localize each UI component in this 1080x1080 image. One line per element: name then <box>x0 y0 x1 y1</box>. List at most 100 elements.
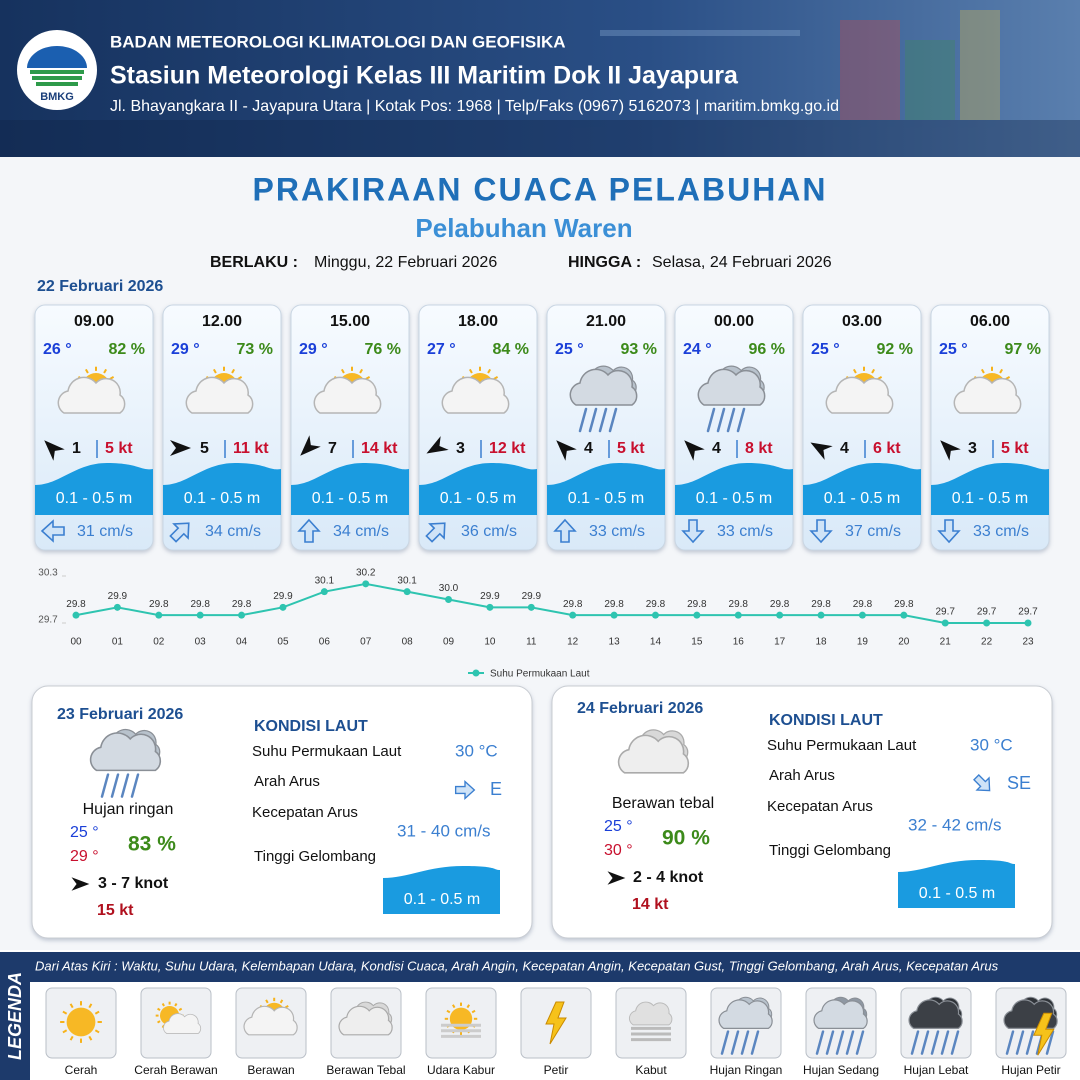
temp-max: 30 ° <box>604 842 633 859</box>
rain <box>1025 1030 1035 1055</box>
wind-arrow <box>426 436 449 454</box>
cloud <box>569 368 638 406</box>
sst-point <box>72 611 80 619</box>
cloud-body <box>338 1005 393 1036</box>
wave-height: 0.1 - 0.5 m <box>824 490 900 507</box>
legend-marker <box>472 669 480 677</box>
current-speed: 34 cm/s <box>205 523 261 540</box>
sst-value: 30 °C <box>455 741 498 760</box>
wind-speed: 3 <box>968 440 977 457</box>
wind-arrow <box>810 442 833 460</box>
rain <box>920 1030 930 1055</box>
x-tick-label: 10 <box>484 637 496 648</box>
sst-point <box>445 596 453 603</box>
sst-point <box>569 611 577 619</box>
rain <box>110 773 120 798</box>
x-tick-label: 08 <box>402 637 414 648</box>
time: 09.00 <box>74 313 114 330</box>
temperature: 25 ° <box>555 341 584 358</box>
data-label: 29.8 <box>687 599 707 610</box>
x-tick-label: 22 <box>981 637 993 648</box>
x-tick-label: 11 <box>526 637 537 648</box>
wave-band <box>163 463 281 515</box>
legend-item: Kabut <box>635 1063 667 1077</box>
data-label: 29.9 <box>480 591 500 602</box>
sun-ray <box>340 368 345 374</box>
sun-ray <box>471 1009 476 1014</box>
x-tick-label: 18 <box>815 637 827 648</box>
wind-arrow <box>556 440 577 461</box>
data-label: 29.9 <box>108 591 128 602</box>
x-tick-label: 20 <box>898 637 910 648</box>
sun-ray <box>446 1009 451 1014</box>
current-dir: SE <box>1007 773 1031 793</box>
sst-point <box>983 619 991 627</box>
rain <box>1015 1030 1025 1055</box>
day-date: 24 Februari 2026 <box>577 700 703 717</box>
weather-icon <box>617 729 690 774</box>
current-dir-label: Arah Arus <box>254 773 320 790</box>
sun-ray <box>212 368 217 374</box>
wind-arrow <box>940 440 961 461</box>
sun-ray <box>157 1007 161 1011</box>
data-label: 29.8 <box>853 599 873 610</box>
sst-point <box>527 603 535 611</box>
x-tick-label: 21 <box>940 637 952 648</box>
sun-ray <box>161 1003 165 1007</box>
cloud <box>163 1013 202 1034</box>
time: 12.00 <box>202 313 242 330</box>
sun-ray <box>980 368 985 374</box>
wave-label: Tinggi Gelombang <box>254 848 376 865</box>
data-label: 29.8 <box>149 599 169 610</box>
cloud <box>718 999 773 1029</box>
sun-ray <box>62 1010 68 1015</box>
x-tick-label: 19 <box>857 637 869 648</box>
time: 15.00 <box>330 313 370 330</box>
data-label: 29.8 <box>190 599 210 610</box>
x-tick-label: 04 <box>236 637 248 648</box>
header-bg <box>0 0 1080 157</box>
current-arrow <box>809 519 833 544</box>
wave-band <box>898 860 1015 908</box>
data-label: 29.8 <box>894 599 914 610</box>
current-speed: 31 - 40 cm/s <box>397 821 491 840</box>
sst-point <box>362 580 370 588</box>
legend-item: Cerah <box>65 1063 98 1077</box>
cloud <box>825 376 894 414</box>
rain <box>120 773 130 798</box>
y-tick-label: 29.7 <box>38 615 58 626</box>
wind-range: 3 - 7 knot <box>98 875 169 892</box>
current-arrow <box>297 518 321 543</box>
rain <box>736 407 746 433</box>
data-label: 29.8 <box>66 599 86 610</box>
wave-band <box>291 463 409 515</box>
sun-ray <box>279 999 284 1004</box>
weather-icon <box>441 366 510 414</box>
sun-ray <box>452 1004 456 1009</box>
rain <box>598 407 608 433</box>
wind-arrow <box>300 435 321 456</box>
cloud <box>617 734 690 774</box>
legend-label: Suhu Permukaan Laut <box>490 669 590 680</box>
weather-icon <box>185 366 254 414</box>
header-decoration <box>0 10 1080 157</box>
rain <box>578 407 588 433</box>
weather-icon <box>953 366 1022 414</box>
sst-point <box>693 611 701 619</box>
wave-height: 0.1 - 0.5 m <box>56 490 132 507</box>
cloud-body <box>908 999 963 1029</box>
current-arrow <box>40 519 65 543</box>
sun-ray <box>468 368 473 374</box>
gust: 5 kt <box>1001 440 1029 457</box>
weather-icon <box>155 1001 202 1034</box>
cloud-body <box>953 376 1022 414</box>
legend-description: Dari Atas Kiri : Waktu, Suhu Udara, Kele… <box>35 958 999 973</box>
gust: 15 kt <box>97 902 134 919</box>
wave-band <box>547 463 665 515</box>
rain <box>720 1030 730 1055</box>
logo-text: BMKG <box>40 91 74 103</box>
sun-ray <box>69 1035 74 1041</box>
cloud <box>697 368 766 406</box>
rain <box>950 1030 960 1055</box>
current-arrow <box>973 774 991 792</box>
